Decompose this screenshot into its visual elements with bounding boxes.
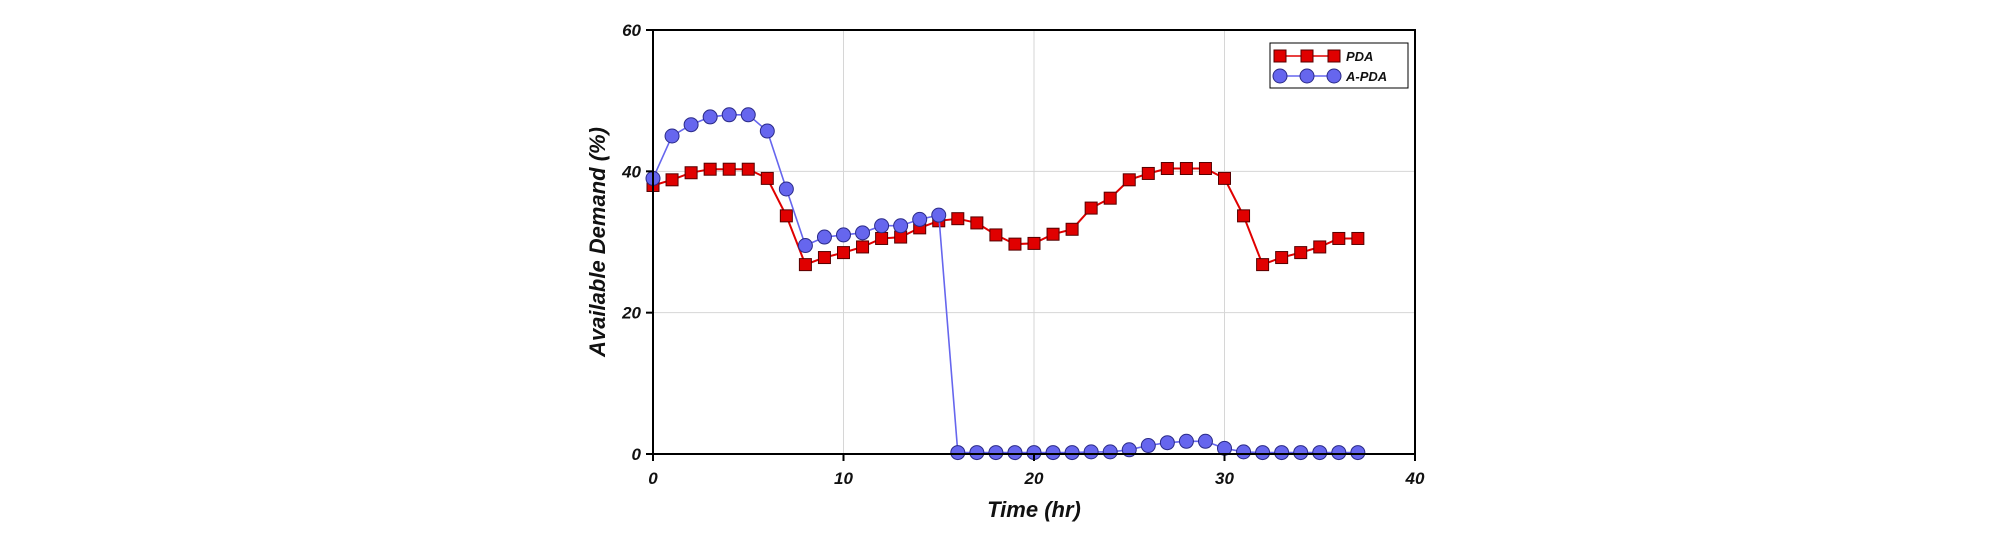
data-point [912,211,928,227]
data-point [664,128,680,144]
data-point [1275,251,1289,265]
data-point [1007,445,1023,461]
x-tick-label: 30 [1215,469,1234,488]
legend-entries: PDA A-PDA [1272,49,1387,84]
series-line [652,114,1358,454]
data-point [875,231,889,245]
data-point [970,216,984,230]
ticks: 0 10 20 30 40 0 20 40 60 [621,21,1425,488]
data-point [988,445,1004,461]
legend-marker [1326,68,1342,84]
series-line [652,167,1358,266]
data-point [817,251,831,265]
data-point [951,212,965,226]
y-tick-label: 20 [621,304,641,323]
legend-marker [1273,49,1287,63]
legend-marker [1299,68,1315,84]
data-point [989,228,1003,242]
y-axis-title: Available Demand (%) [585,127,610,358]
data-point [893,218,909,234]
data-point [741,162,755,176]
data-point [1045,445,1061,461]
x-tick-label: 40 [1405,469,1425,488]
y-tick-label: 60 [622,21,641,40]
data-point [1294,246,1308,260]
data-point [1064,445,1080,461]
data-point [779,209,793,223]
data-point [836,227,851,243]
x-axis-title: Time (hr) [987,497,1081,522]
data-point [1256,258,1270,272]
data-point [1141,166,1155,180]
data-point [1198,162,1212,176]
legend-marker [1272,68,1288,84]
x-tick-label: 20 [1024,469,1044,488]
data-point [931,207,947,223]
data-point [1237,209,1251,223]
data-point [798,258,812,272]
legend-marker [1300,49,1314,63]
data-point [721,107,737,123]
data-point [1178,433,1194,449]
data-point [1331,445,1347,461]
series-a-pda [645,107,1366,461]
y-tick-label: 0 [632,445,642,464]
data-point [1197,433,1213,449]
data-point [1351,231,1365,245]
data-point [1159,435,1175,451]
legend: PDA A-PDA [1269,42,1409,89]
data-point [1027,236,1041,250]
data-point [1160,162,1174,176]
data-point [1293,445,1309,461]
series-layer [645,107,1366,461]
x-tick-label: 0 [648,469,658,488]
y-tick-label: 40 [621,162,641,181]
data-point [1350,445,1366,461]
data-point [703,162,717,176]
legend-entry: A-PDA [1272,68,1387,84]
legend-marker [1327,49,1341,63]
data-point [778,181,794,197]
data-point [760,171,774,185]
data-point [1008,237,1022,251]
x-tick-label: 10 [834,469,853,488]
data-point [969,445,985,461]
data-point [1122,173,1136,187]
legend-label: A-PDA [1345,69,1387,84]
data-point [816,229,832,245]
data-point [702,109,718,125]
data-point [1332,231,1346,245]
data-point [1236,444,1252,460]
data-point [684,166,698,180]
legend-label: PDA [1346,49,1373,64]
data-point [874,218,890,234]
data-point [665,173,679,187]
data-point [683,117,699,133]
data-point [1103,191,1117,205]
data-point [1312,445,1328,461]
data-point [1255,445,1271,461]
data-point [1140,438,1156,454]
data-point [1084,201,1098,215]
data-point [797,238,813,254]
data-point [1274,445,1290,461]
data-point [740,107,756,123]
data-point [1313,240,1327,254]
data-point [722,162,736,176]
data-point [855,225,871,241]
data-point [950,445,966,461]
legend-entry: PDA [1273,49,1373,64]
data-point [1102,444,1118,460]
data-point [837,246,850,260]
data-point [1083,444,1099,460]
data-point [1046,227,1060,241]
data-point [759,123,775,139]
data-point [1179,162,1193,176]
data-point [1218,171,1231,185]
series-pda [646,162,1365,272]
data-point [856,240,870,254]
data-point [1065,222,1079,236]
